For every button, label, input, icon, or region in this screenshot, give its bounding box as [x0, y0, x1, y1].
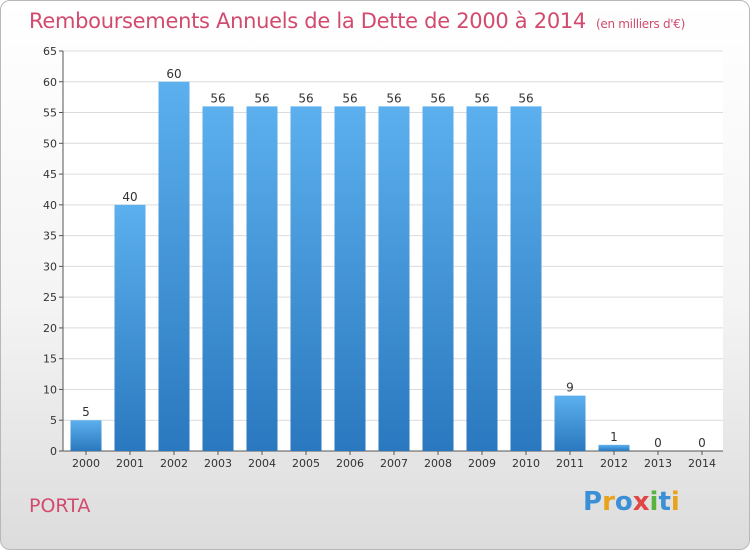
bar — [554, 395, 586, 451]
bar — [598, 444, 630, 451]
x-tick-label: 2002 — [160, 457, 188, 470]
logo-letter: o — [614, 487, 633, 517]
bar — [290, 106, 322, 451]
bar-value-label: 56 — [474, 91, 489, 105]
bar — [378, 106, 410, 451]
logo-letter: i — [649, 487, 659, 517]
bar-value-label: 5 — [82, 405, 90, 419]
y-tick-label: 35 — [43, 230, 57, 243]
bar-value-label: 40 — [122, 190, 137, 204]
bar-value-label: 9 — [566, 381, 574, 395]
x-tick-label: 2008 — [424, 457, 452, 470]
x-tick-label: 2005 — [292, 457, 320, 470]
bar-value-label: 56 — [518, 91, 533, 105]
chart-title-main: Remboursements Annuels de la Dette de 20… — [29, 9, 586, 33]
x-tick-label: 2011 — [556, 457, 584, 470]
y-tick-label: 25 — [43, 291, 57, 304]
bar-value-label: 0 — [698, 436, 706, 450]
bar-value-label: 60 — [166, 67, 181, 81]
x-tick-label: 2001 — [116, 457, 144, 470]
x-tick-label: 2013 — [644, 457, 672, 470]
bar — [158, 81, 190, 452]
y-tick-label: 60 — [43, 76, 57, 89]
y-tick-label: 40 — [43, 199, 57, 212]
x-tick-label: 2010 — [512, 457, 540, 470]
x-tick-label: 2007 — [380, 457, 408, 470]
y-tick-label: 15 — [43, 353, 57, 366]
x-tick-label: 2000 — [72, 457, 100, 470]
bar-value-label: 56 — [298, 91, 313, 105]
bar-value-label: 56 — [342, 91, 357, 105]
commune-name: PORTA — [29, 495, 91, 517]
bar-value-label: 56 — [210, 91, 225, 105]
y-tick-label: 50 — [43, 137, 57, 150]
x-tick-label: 2003 — [204, 457, 232, 470]
logo-letter: r — [602, 487, 615, 517]
bar — [114, 204, 146, 451]
bar — [202, 106, 234, 451]
x-tick-label: 2004 — [248, 457, 276, 470]
bar — [70, 420, 102, 451]
bar-value-label: 56 — [430, 91, 445, 105]
logo-letter: P — [583, 487, 603, 517]
proxiti-logo: Proxiti — [583, 487, 680, 517]
bar — [246, 106, 278, 451]
x-tick-label: 2009 — [468, 457, 496, 470]
bar — [334, 106, 366, 451]
bar-value-label: 56 — [386, 91, 401, 105]
bar-value-label: 1 — [610, 430, 618, 444]
logo-letter: x — [632, 487, 650, 517]
x-tick-label: 2006 — [336, 457, 364, 470]
logo-letter: i — [670, 487, 680, 517]
chart-title-unit: (en milliers d'€) — [596, 17, 686, 31]
y-tick-label: 0 — [50, 445, 57, 458]
y-tick-label: 45 — [43, 168, 57, 181]
y-tick-label: 55 — [43, 107, 57, 120]
y-tick-label: 5 — [50, 414, 57, 427]
bar-value-label: 56 — [254, 91, 269, 105]
bar — [466, 106, 498, 451]
bar — [510, 106, 542, 451]
x-tick-label: 2012 — [600, 457, 628, 470]
y-tick-label: 10 — [43, 383, 57, 396]
x-tick-label: 2014 — [688, 457, 716, 470]
y-tick-label: 20 — [43, 322, 57, 335]
bar-value-label: 0 — [654, 436, 662, 450]
y-tick-label: 65 — [43, 45, 57, 58]
y-tick-label: 30 — [43, 260, 57, 273]
chart-title: Remboursements Annuels de la Dette de 20… — [29, 9, 685, 33]
logo-letter: t — [658, 487, 671, 517]
bar — [422, 106, 454, 451]
